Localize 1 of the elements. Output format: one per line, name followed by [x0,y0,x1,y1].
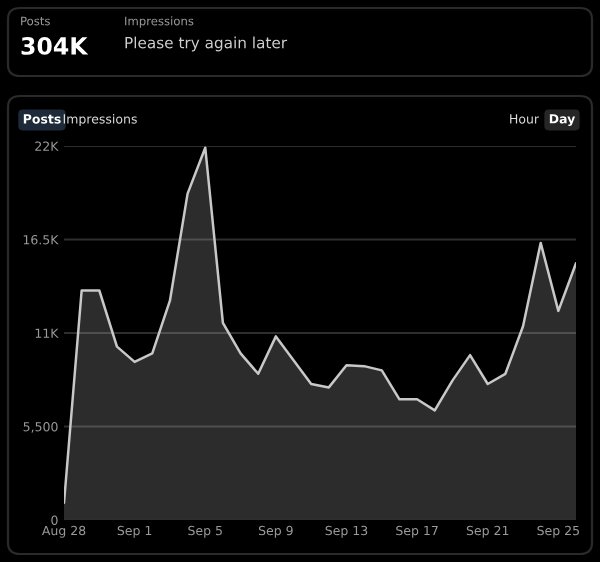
text: 304K [21,36,89,55]
